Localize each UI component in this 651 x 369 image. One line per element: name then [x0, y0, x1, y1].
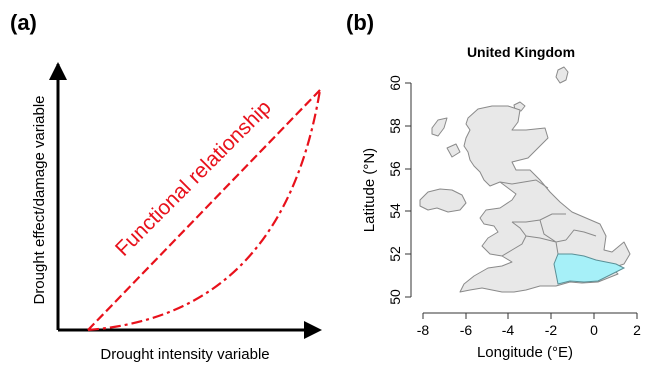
- shetland-islands: [555, 66, 569, 84]
- functional-relationship-label: Functional relationship: [111, 96, 276, 261]
- northern-ireland-region: [419, 188, 467, 213]
- map-title: United Kingdom: [467, 44, 575, 60]
- inner-hebrides: [446, 143, 461, 158]
- longitude-axis-title: Longitude (°E): [477, 344, 573, 361]
- outer-hebrides: [431, 117, 448, 137]
- lat-tick-label: 54: [387, 203, 403, 219]
- x-axis-arrowhead: [304, 321, 322, 339]
- lon-tick-label: -8: [417, 322, 430, 338]
- lon-tick-label: 2: [633, 322, 641, 338]
- scotland-england-border: [499, 179, 549, 189]
- y-axis-title: Drought effect/damage variable: [31, 95, 48, 304]
- lon-tick-label: -4: [502, 322, 515, 338]
- south-east-highlighted-region: [553, 253, 626, 285]
- y-axis-arrowhead: [49, 62, 67, 80]
- lon-tick-label: -2: [545, 322, 558, 338]
- panel-a-label: (a): [10, 10, 37, 35]
- panel-b: (b) United Kingdom 50 52 54 56 58 60 Lat…: [346, 10, 641, 361]
- latitude-axis: 50 52 54 56 58 60 Latitude (°N): [361, 75, 412, 305]
- panel-b-label: (b): [346, 10, 374, 35]
- lon-tick-label: 0: [590, 322, 598, 338]
- lat-tick-label: 56: [387, 161, 403, 177]
- lat-tick-label: 52: [387, 246, 403, 262]
- england-regions-borders: [512, 213, 597, 261]
- lat-tick-label: 58: [387, 118, 403, 134]
- great-britain: [459, 105, 631, 293]
- longitude-axis: -8 -6 -4 -2 0 2 Longitude (°E): [417, 312, 641, 361]
- convex-relationship-curve: [87, 89, 322, 332]
- latitude-axis-title: Latitude (°N): [361, 148, 378, 232]
- x-axis-title: Drought intensity variable: [100, 346, 269, 363]
- uk-map: [419, 66, 631, 293]
- linear-relationship-curve: [87, 89, 321, 331]
- panel-a: (a) Drought effect/damage variable Droug…: [10, 10, 322, 363]
- lat-tick-label: 50: [387, 289, 403, 305]
- lon-tick-label: -6: [460, 322, 473, 338]
- wales-border: [501, 221, 527, 257]
- lat-tick-label: 60: [387, 75, 403, 91]
